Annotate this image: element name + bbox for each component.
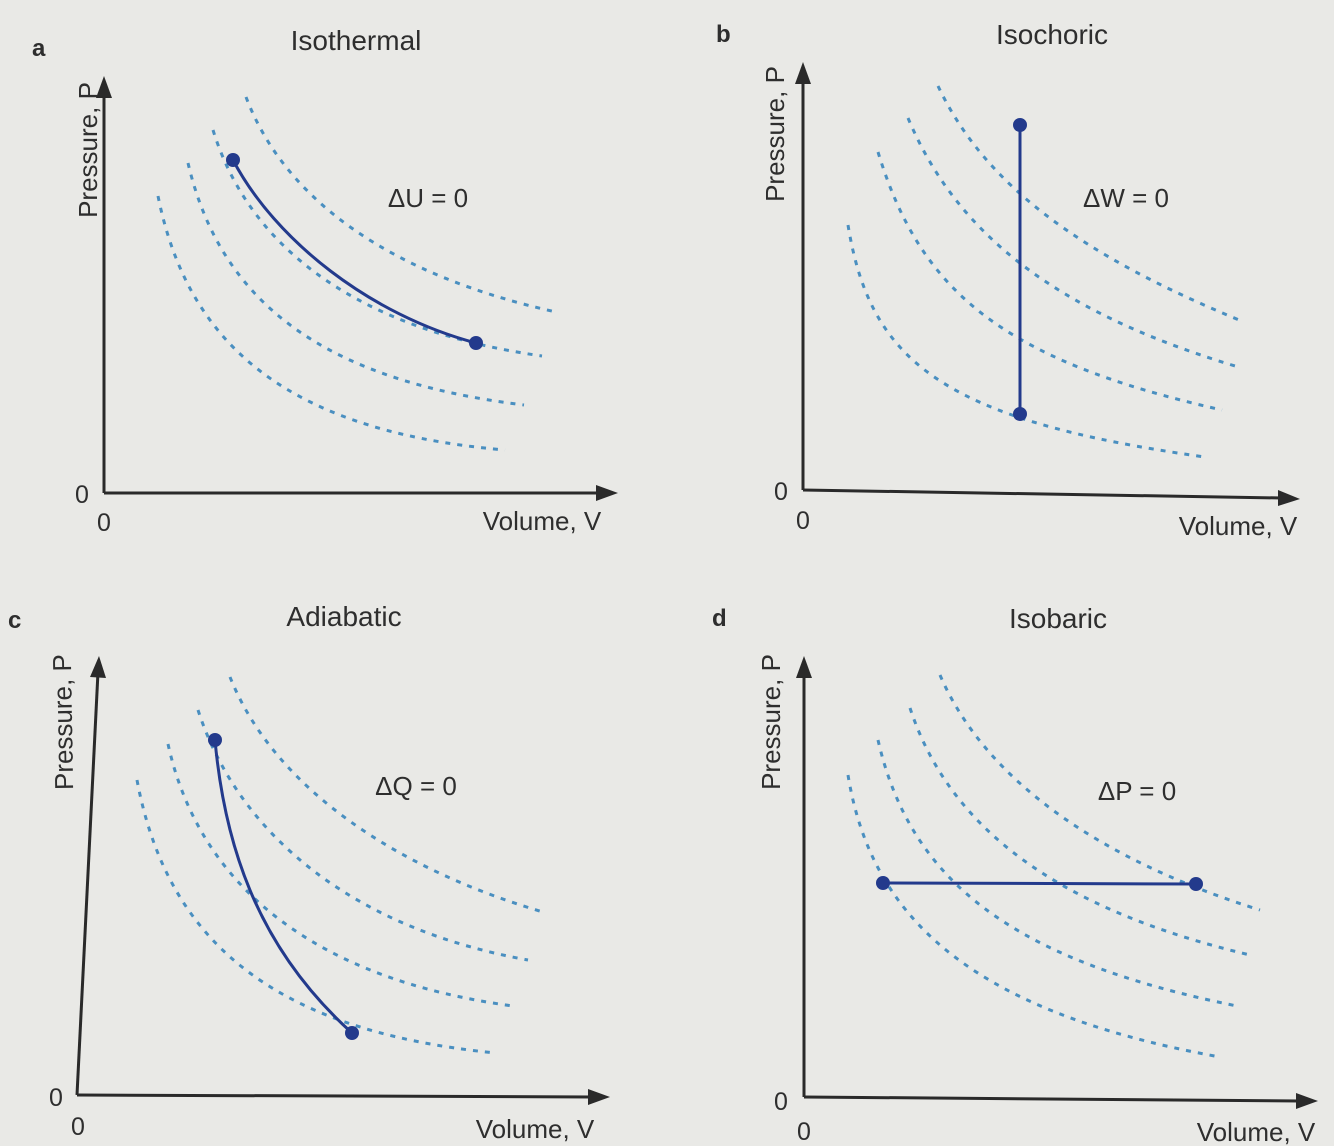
isotherm-curve	[135, 779, 497, 1055]
panel-d-x-label: Volume, V	[1197, 1117, 1316, 1146]
isotherm-curve	[938, 674, 1261, 912]
panel-c-isotherms	[135, 676, 544, 1055]
y-axis-arrow-icon	[96, 76, 112, 98]
x-axis-arrow-icon	[1278, 490, 1300, 506]
y-axis-arrow-icon	[796, 656, 812, 678]
isotherm-curve	[211, 129, 543, 358]
panel-d-title: Isobaric	[1009, 603, 1107, 634]
isotherm-curve	[846, 774, 1221, 1059]
panel-b-axes	[795, 62, 1300, 506]
x-axis	[76, 1093, 593, 1099]
panel-b-title: Isochoric	[996, 19, 1108, 50]
panel-c-title: Adiabatic	[286, 601, 401, 632]
panel-d-y-origin: 0	[774, 1088, 788, 1116]
isotherm-curve	[876, 151, 1223, 412]
state-point-final	[469, 336, 483, 350]
panel-a-isotherms	[156, 96, 557, 452]
panel-a-axes	[96, 76, 618, 501]
panel-d: d Isobaric ΔP = 0 Pressure, P Volume, V …	[712, 603, 1318, 1146]
panel-c-x-label: Volume, V	[476, 1114, 595, 1144]
panel-a-equation: ΔU = 0	[388, 183, 468, 213]
isothermal-process-line	[231, 159, 477, 345]
x-axis-arrow-icon	[1296, 1093, 1318, 1109]
isotherm-curve	[156, 195, 506, 452]
panel-a-y-origin: 0	[75, 481, 89, 509]
panel-a-y-label: Pressure, P	[73, 82, 103, 218]
y-axis	[75, 671, 100, 1096]
x-axis	[803, 1095, 1301, 1103]
x-axis-arrow-icon	[596, 485, 618, 501]
y-axis-arrow-icon	[795, 62, 811, 84]
isotherm-curve	[846, 224, 1206, 459]
panel-c-equation: ΔQ = 0	[375, 771, 457, 801]
panel-c-y-label: Pressure, P	[47, 654, 79, 790]
state-point-final	[345, 1026, 359, 1040]
panel-a-title: Isothermal	[291, 25, 422, 56]
isobaric-process-line	[882, 881, 1197, 886]
state-point-initial	[226, 153, 240, 167]
panel-b-isotherms	[846, 85, 1245, 459]
panel-d-equation: ΔP = 0	[1098, 776, 1176, 806]
y-axis-arrow-icon	[90, 656, 106, 678]
panel-b: b Isochoric ΔW = 0 Pressure, P Volume, V…	[716, 19, 1300, 541]
panel-d-letter: d	[712, 605, 727, 632]
state-point-initial	[876, 876, 890, 890]
adiabatic-process-line	[213, 739, 354, 1035]
isotherm-curve	[906, 117, 1236, 368]
x-axis-arrow-icon	[588, 1089, 610, 1105]
isotherm-curve	[876, 739, 1238, 1008]
panel-d-axes	[796, 656, 1318, 1109]
panel-b-x-label: Volume, V	[1179, 511, 1298, 541]
isotherm-curve	[228, 676, 544, 914]
panel-b-equation: ΔW = 0	[1083, 183, 1169, 213]
panel-b-y-label: Pressure, P	[760, 66, 790, 202]
panel-d-y-label: Pressure, P	[756, 654, 786, 790]
state-point-final	[1189, 877, 1203, 891]
isotherm-curve	[908, 707, 1251, 957]
panel-a-x-origin: 0	[97, 509, 111, 537]
x-axis	[802, 488, 1283, 500]
isotherm-curve	[166, 743, 514, 1008]
panel-a-x-label: Volume, V	[483, 506, 602, 536]
panel-b-y-origin: 0	[774, 478, 788, 506]
panel-c: c Adiabatic ΔQ = 0 Pressure, P Volume, V…	[8, 601, 610, 1144]
isotherm-curve	[936, 85, 1245, 324]
panel-d-isotherms	[846, 674, 1261, 1059]
panel-b-x-origin: 0	[796, 507, 810, 535]
isotherm-curve	[244, 96, 557, 314]
panel-d-x-origin: 0	[797, 1118, 811, 1146]
panel-b-letter: b	[716, 21, 731, 48]
panel-a-letter: a	[32, 35, 46, 62]
panel-c-axes	[75, 656, 610, 1105]
panel-c-y-origin: 0	[49, 1084, 63, 1112]
isotherm-curve	[186, 162, 525, 407]
panel-c-letter: c	[8, 607, 21, 634]
state-point-final	[1013, 407, 1027, 421]
panel-a: a Isothermal ΔU = 0 Pressure, P Volume, …	[32, 25, 618, 537]
isotherm-curve	[196, 709, 529, 962]
panel-c-x-origin: 0	[71, 1113, 85, 1141]
state-point-initial	[1013, 118, 1027, 132]
state-point-initial	[208, 733, 222, 747]
